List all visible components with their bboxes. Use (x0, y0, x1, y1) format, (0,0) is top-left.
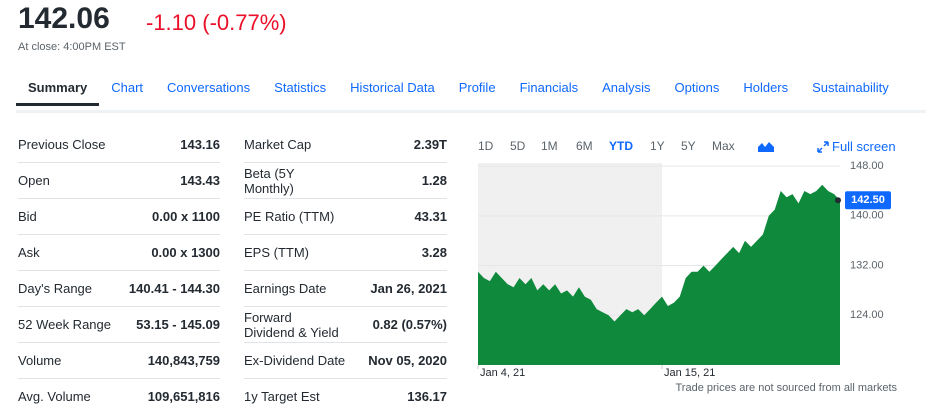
current-label: 142.50 (851, 194, 885, 206)
current-dot (835, 197, 841, 204)
current-tag (845, 191, 891, 210)
row-label: Volume (18, 353, 62, 368)
row-value: 143.43 (180, 173, 220, 188)
range-button[interactable]: 1M (541, 139, 558, 153)
summary-row: 1y Target Est 136.17 (244, 379, 447, 414)
label-line: Forward (244, 309, 292, 325)
summary-row: EPS (TTM) 3.28 (244, 235, 447, 271)
chart-note: Trade prices are not sourced from all ma… (675, 382, 897, 394)
range-button[interactable]: 6M (576, 139, 593, 153)
row-value: 0.00 x 1300 (151, 245, 220, 260)
y-tick-label: 140.00 (850, 210, 884, 222)
summary-row: Ex-Dividend Date Nov 05, 2020 (244, 343, 447, 379)
tab[interactable]: Summary (16, 80, 100, 106)
row-value: Jan 26, 2021 (370, 281, 447, 296)
row-value: 0.00 x 1100 (152, 209, 220, 224)
y-tick-label: 132.00 (850, 259, 884, 271)
tab-bar: Summary Chart Conversations Statistics Histo… (16, 80, 926, 113)
row-value: 43.31 (414, 209, 447, 224)
summary-row: PE Ratio (TTM) 43.31 (244, 199, 447, 235)
summary-row: Forward Dividend & Yield 0.82 (0.57%) (244, 307, 447, 343)
label-line: Monthly) (244, 180, 294, 196)
range-button[interactable]: 5D (510, 139, 526, 153)
price-change: -1.10 (-0.77%) (146, 10, 287, 35)
summary-row: Day's Range 140.41 - 144.30 (18, 271, 220, 307)
row-label: Day's Range (18, 281, 93, 296)
row-label: Forward Dividend & Yield (244, 310, 339, 340)
y-tick-label: 124.00 (850, 309, 884, 321)
row-label: Previous Close (18, 137, 106, 152)
tab[interactable]: Analysis (602, 80, 651, 95)
row-label: Bid (18, 209, 37, 224)
row-value: 143.16 (180, 137, 220, 152)
row-value: 109,651,816 (147, 389, 220, 404)
summary-row: Open 143.43 (18, 163, 220, 199)
range-button[interactable]: 1D (478, 139, 494, 153)
row-value: 3.28 (421, 245, 447, 260)
row-label: Market Cap (244, 137, 312, 152)
price-area (478, 184, 840, 365)
tab[interactable]: Conversations (167, 80, 251, 95)
tab[interactable]: Statistics (274, 80, 327, 95)
summary-right: Market Cap 2.39T Beta (5Y Monthly) 1.28 PE Ra… (244, 127, 447, 414)
range-button[interactable]: 1Y (650, 139, 665, 153)
range-button[interactable]: 5Y (681, 139, 696, 153)
row-label: 52 Week Range (18, 317, 111, 332)
price-chart: 148.00 140.00 132.00 124.00 Jan 4, 21 Jan 15,… (477, 160, 897, 394)
row-label: Ask (18, 245, 40, 260)
tab[interactable]: Chart (111, 80, 144, 95)
summary-left: Previous Close 143.16 Open 143.43 Bid 0.00 x … (18, 127, 220, 414)
range-button[interactable]: Max (712, 139, 735, 153)
row-value: 53.15 - 145.09 (136, 317, 220, 332)
summary-row: Ask 0.00 x 1300 (18, 235, 220, 271)
row-label: EPS (TTM) (244, 245, 309, 260)
tab[interactable]: Profile (458, 80, 496, 95)
row-label: Avg. Volume (18, 389, 91, 404)
row-label: 1y Target Est (244, 389, 320, 404)
close-note: At close: 4:00PM EST (18, 41, 126, 53)
summary-row: 52 Week Range 53.15 - 145.09 (18, 307, 220, 343)
row-value: 1.28 (421, 173, 447, 188)
row-label: Open (18, 173, 50, 188)
tab[interactable]: Options (674, 80, 720, 95)
row-value: 140,843,759 (147, 353, 220, 368)
y-tick-label: 148.00 (850, 160, 884, 172)
full-screen[interactable]: Full screen (832, 139, 896, 154)
tab[interactable]: Holders (743, 80, 789, 95)
summary-row: Beta (5Y Monthly) 1.28 (244, 163, 447, 199)
row-label: Ex-Dividend Date (244, 353, 346, 368)
row-value: 140.41 - 144.30 (128, 281, 220, 296)
row-label: Beta (5Y Monthly) (244, 166, 295, 196)
summary-row: Previous Close 143.16 (18, 127, 220, 163)
summary-row: Avg. Volume 109,651,816 (18, 379, 220, 414)
row-value: Nov 05, 2020 (368, 353, 447, 368)
row-value: 0.82 (0.57%) (372, 317, 447, 332)
x-tick-label: Jan 4, 21 (480, 367, 525, 379)
full-screen-icon[interactable] (817, 141, 829, 153)
row-label: PE Ratio (TTM) (244, 209, 335, 224)
label-line: Beta (5Y (244, 165, 295, 181)
summary-row: Earnings Date Jan 26, 2021 (244, 271, 447, 307)
summary-row: Market Cap 2.39T (244, 127, 447, 163)
row-value: 136.17 (407, 389, 447, 404)
label-line: Dividend & Yield (244, 324, 339, 340)
tab[interactable]: Financials (519, 80, 579, 95)
price: 142.06 (18, 2, 110, 35)
tab[interactable]: Sustainability (812, 80, 889, 95)
chart-type-icon[interactable] (757, 140, 775, 154)
summary-row: Volume 140,843,759 (18, 343, 220, 379)
row-label: Earnings Date (244, 281, 327, 296)
row-value: 2.39T (413, 137, 447, 152)
x-tick-label: Jan 15, 21 (664, 367, 715, 379)
range-button[interactable]: YTD (609, 139, 633, 153)
summary-row: Bid 0.00 x 1100 (18, 199, 220, 235)
tab[interactable]: Historical Data (350, 80, 435, 95)
